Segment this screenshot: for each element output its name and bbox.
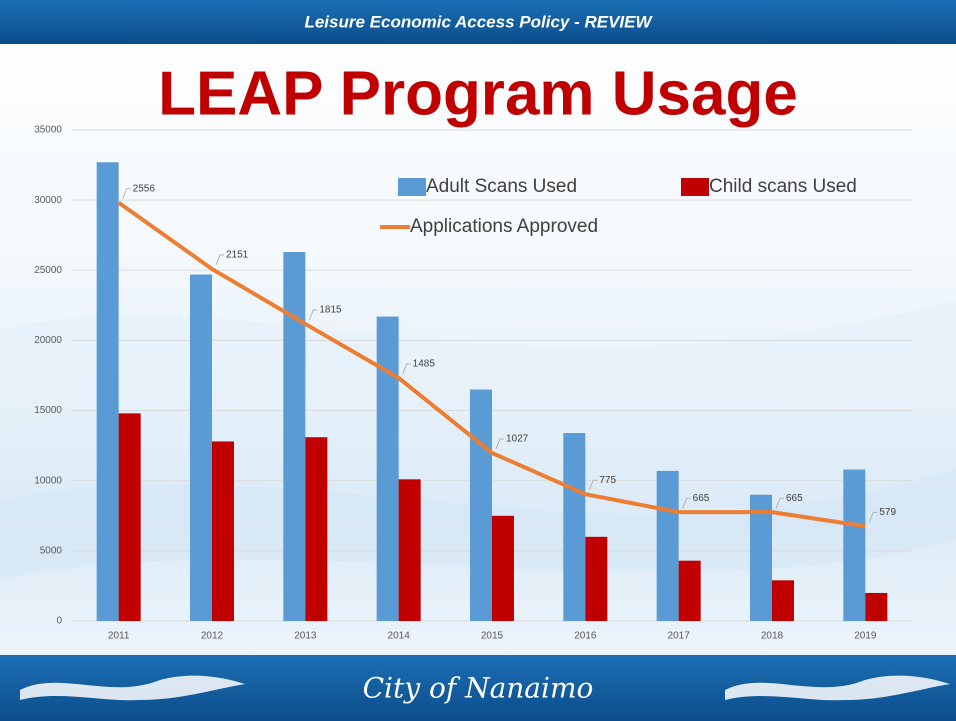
bar: [657, 471, 679, 621]
x-tick-label: 2016: [574, 631, 597, 642]
legend-label: Adult Scans Used: [426, 176, 577, 197]
bar: [212, 441, 234, 621]
y-tick-label: 10000: [34, 475, 62, 486]
x-tick-label: 2013: [294, 631, 317, 642]
x-tick-label: 2018: [761, 631, 784, 642]
y-tick-label: 5000: [40, 545, 63, 556]
y-tick-label: 25000: [34, 265, 62, 276]
legend-label: Child scans Used: [709, 176, 857, 197]
bar: [679, 561, 701, 621]
bar: [470, 390, 492, 621]
bar: [563, 433, 585, 621]
x-tick-label: 2015: [481, 631, 504, 642]
bar: [97, 162, 119, 621]
data-label: 1027: [506, 434, 529, 445]
data-label: 665: [693, 493, 710, 504]
slide: Leisure Economic Access Policy - REVIEW …: [0, 0, 956, 721]
page: Leisure Economic Access Policy - REVIEW …: [0, 0, 956, 721]
legend-swatch: [681, 178, 709, 196]
data-label: 1485: [413, 359, 436, 370]
data-label: 2556: [133, 183, 156, 194]
x-tick-label: 2019: [854, 631, 877, 642]
footer-text: City of Nanaimo: [363, 672, 594, 705]
data-label: 579: [879, 507, 896, 518]
bar: [119, 413, 141, 621]
legend-label: Applications Approved: [410, 216, 598, 237]
y-tick-label: 35000: [34, 125, 62, 136]
x-tick-label: 2014: [388, 631, 411, 642]
bar: [585, 537, 607, 621]
bar: [492, 516, 514, 621]
data-label: 665: [786, 493, 803, 504]
x-tick-label: 2012: [201, 631, 224, 642]
data-label: 1815: [319, 305, 342, 316]
y-tick-label: 15000: [34, 405, 62, 416]
bar: [305, 437, 327, 621]
chart-title: LEAP Program Usage: [158, 59, 798, 128]
data-label: 775: [599, 475, 616, 486]
y-tick-label: 20000: [34, 335, 62, 346]
bar: [283, 252, 305, 621]
bar: [772, 580, 794, 621]
header-text: Leisure Economic Access Policy - REVIEW: [304, 12, 653, 31]
bar: [377, 317, 399, 621]
bar: [399, 479, 421, 621]
y-tick-label: 0: [56, 616, 62, 627]
y-tick-label: 30000: [34, 195, 62, 206]
bar: [843, 469, 865, 621]
x-tick-label: 2011: [108, 631, 130, 642]
bar: [865, 593, 887, 621]
bar: [190, 274, 212, 621]
x-tick-label: 2017: [668, 631, 691, 642]
legend-swatch: [398, 178, 426, 196]
data-label: 2151: [226, 250, 249, 261]
